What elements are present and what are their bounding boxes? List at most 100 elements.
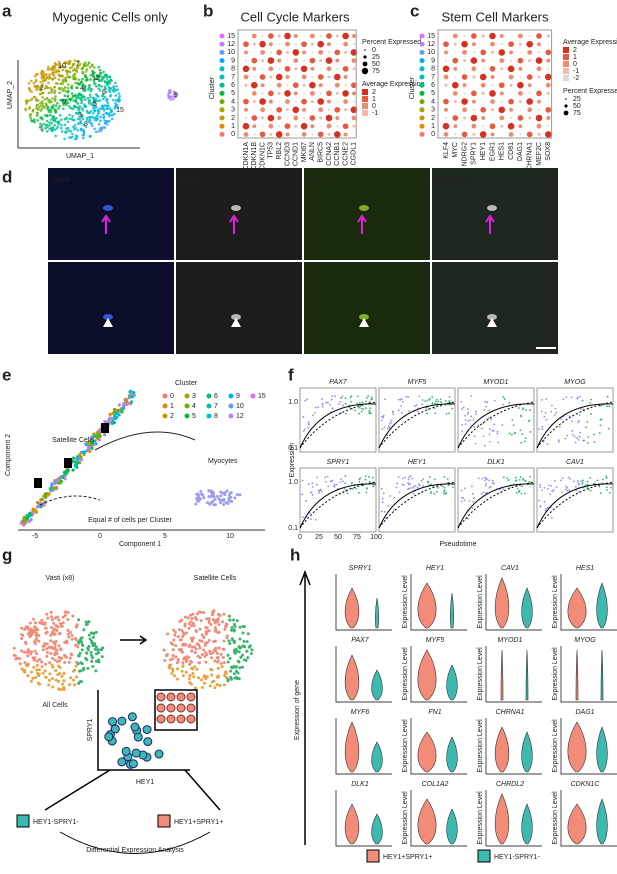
cell-dot — [72, 68, 76, 72]
cell-dot — [214, 628, 218, 632]
dot — [500, 100, 503, 103]
cell-dot — [42, 74, 46, 77]
cell-dot — [68, 61, 72, 65]
gene-title: MYF6 — [351, 709, 370, 716]
dot — [285, 99, 290, 104]
cluster-key — [219, 82, 225, 88]
cell-dot — [244, 658, 248, 662]
cell-dot — [57, 664, 61, 668]
cell-dot — [76, 457, 80, 461]
cell-dot — [172, 90, 176, 93]
cell-dot — [247, 645, 251, 649]
dot — [336, 43, 338, 45]
cell-dot — [480, 492, 483, 495]
cell-dot — [200, 652, 204, 656]
cell-dot — [101, 97, 105, 101]
cell-dot — [190, 649, 194, 653]
cell-dot — [93, 647, 97, 651]
dot — [343, 99, 348, 104]
dot — [472, 108, 475, 111]
cell-dot — [229, 675, 233, 679]
axis-label: Expression Level — [477, 791, 484, 845]
cell-dot — [90, 441, 94, 445]
cell-dot — [221, 647, 225, 651]
cell-dot — [38, 682, 42, 686]
cell-dot — [41, 91, 45, 94]
cell-dot — [489, 485, 492, 488]
dot — [269, 75, 273, 79]
dot — [462, 50, 467, 55]
gene-title: CDKN1C — [571, 781, 601, 788]
cell-dot — [383, 510, 386, 513]
legend-label: 75 — [372, 68, 380, 75]
cell-dot — [53, 124, 56, 127]
cell-dot — [301, 493, 304, 496]
cell-dot — [307, 426, 310, 429]
dot — [243, 98, 249, 105]
cell-dot — [57, 655, 61, 659]
cluster-label: 5 — [93, 101, 97, 108]
dot — [286, 108, 289, 112]
cell-dot — [516, 487, 519, 490]
cell-dot — [132, 391, 136, 395]
dot — [243, 41, 249, 48]
cell-dot — [57, 632, 61, 636]
swatch — [477, 849, 491, 863]
cell-dot — [218, 684, 222, 688]
axes — [410, 646, 467, 703]
cell-dot — [71, 459, 75, 463]
cell-dot — [193, 665, 197, 669]
cell-dot — [193, 645, 197, 649]
cell — [186, 714, 196, 724]
cell-dot — [54, 95, 57, 98]
cell-dot — [368, 475, 370, 478]
axis-label: UMAP_2 — [7, 81, 14, 109]
dot — [545, 73, 552, 81]
cell-dot — [41, 79, 45, 82]
cell-dot — [316, 476, 318, 479]
cell-dot — [238, 625, 242, 629]
cell-dot — [204, 651, 208, 655]
cell-dot — [97, 87, 101, 90]
cell-dot — [71, 114, 75, 118]
dot — [491, 84, 494, 87]
cell-dot — [22, 668, 26, 672]
dot — [262, 125, 264, 127]
subplot — [457, 387, 535, 453]
cell-dot — [245, 640, 249, 644]
dot — [259, 131, 266, 138]
cell-dot — [61, 64, 65, 68]
cell-dot — [45, 493, 50, 497]
cell-dot — [20, 626, 24, 630]
arrow — [120, 635, 148, 645]
dot — [480, 82, 486, 88]
cell-dot — [107, 104, 110, 107]
cell-dot — [90, 103, 94, 107]
cell-dot — [39, 104, 43, 107]
dot — [252, 100, 256, 104]
cell-dot — [341, 395, 344, 398]
cell-dot — [68, 117, 71, 121]
legend-label: 1 — [372, 96, 376, 103]
cell-dot — [339, 481, 342, 483]
dot — [510, 59, 513, 62]
dot — [302, 50, 307, 55]
cell-dot — [365, 400, 367, 403]
cell-dot — [358, 481, 361, 483]
cell-dot — [172, 98, 175, 101]
cell-dot — [47, 65, 50, 69]
cell-dot — [36, 628, 40, 632]
cluster-label: 12 — [227, 41, 235, 48]
cell-dot — [44, 127, 47, 130]
dot — [519, 51, 522, 54]
cell-dot — [110, 79, 113, 82]
channel-label: SPRY1 — [309, 177, 332, 184]
cell-dot — [173, 633, 177, 637]
cell-dot — [174, 95, 177, 99]
legend-dot — [564, 104, 568, 108]
cell-dot — [108, 114, 111, 118]
cell — [176, 703, 186, 713]
cell-dot — [412, 486, 414, 489]
cell-dot — [100, 84, 104, 88]
cell-dot — [173, 630, 177, 634]
